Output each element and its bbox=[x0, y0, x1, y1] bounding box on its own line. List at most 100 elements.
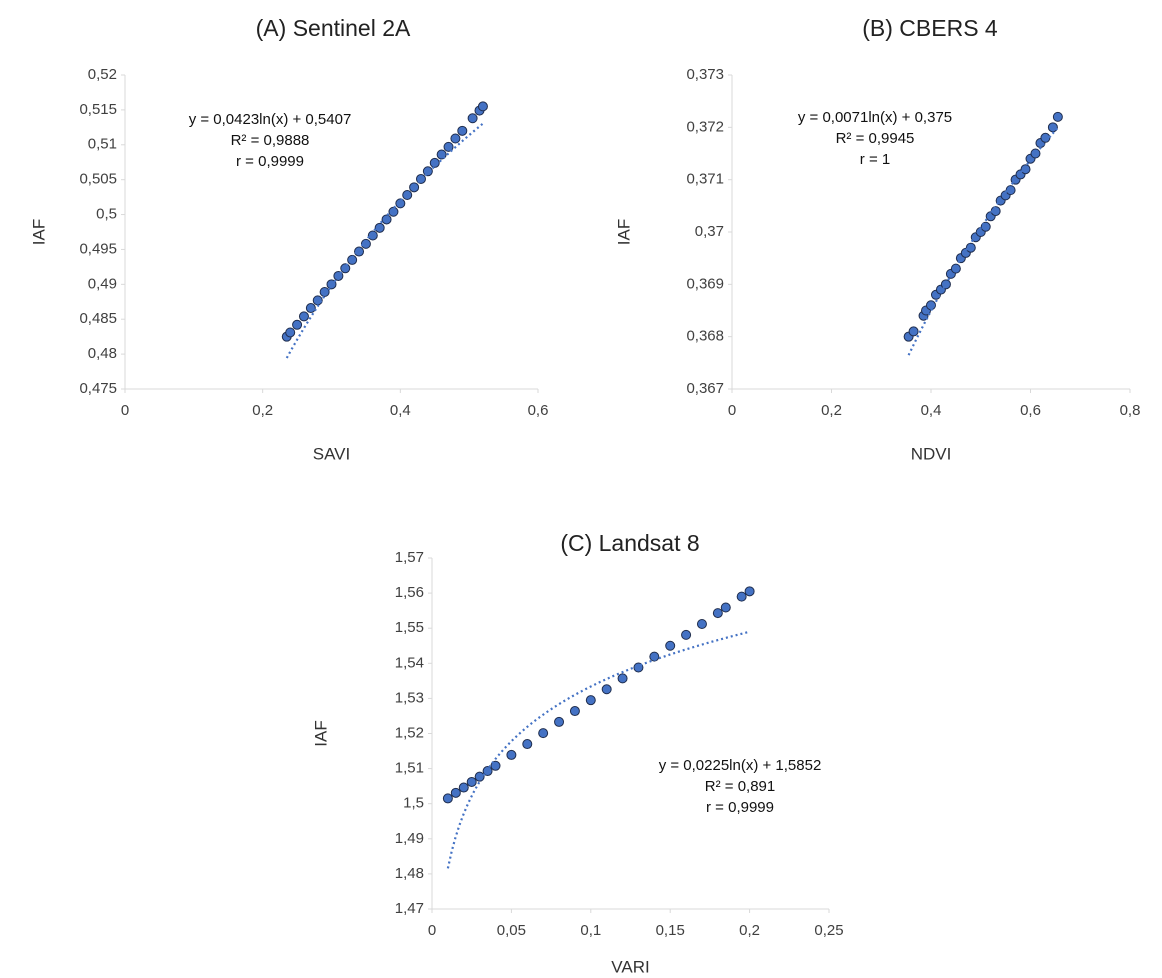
data-point bbox=[720, 602, 731, 613]
x-axis-label: NDVI bbox=[911, 444, 952, 463]
y-tick-label: 1,51 bbox=[395, 760, 424, 777]
x-tick-label: 0 bbox=[728, 402, 736, 419]
data-point bbox=[665, 640, 676, 651]
annotation: R² = 0,9888 bbox=[231, 132, 310, 149]
y-tick-label: 1,56 bbox=[395, 584, 424, 601]
x-tick-label: 0,05 bbox=[497, 922, 526, 939]
data-point bbox=[409, 182, 420, 193]
y-axis-label: IAF bbox=[29, 219, 48, 245]
x-tick-label: 0,6 bbox=[528, 402, 549, 419]
data-point bbox=[319, 287, 330, 298]
y-tick-label: 0,372 bbox=[686, 118, 724, 135]
annotation: r = 1 bbox=[860, 151, 890, 168]
x-axis-label: SAVI bbox=[313, 444, 350, 463]
chart-title: (C) Landsat 8 bbox=[560, 530, 699, 556]
data-point bbox=[908, 326, 919, 337]
x-tick-label: 0,2 bbox=[739, 922, 760, 939]
data-point bbox=[305, 303, 316, 314]
data-point bbox=[490, 760, 501, 771]
annotation: y = 0,0225ln(x) + 1,5852 bbox=[659, 757, 822, 774]
data-point bbox=[712, 608, 723, 619]
y-tick-label: 1,53 bbox=[395, 689, 424, 706]
data-point bbox=[617, 673, 628, 684]
data-point bbox=[457, 125, 468, 136]
data-point bbox=[681, 629, 692, 640]
trendline bbox=[285, 122, 484, 359]
y-tick-label: 0,37 bbox=[695, 223, 724, 240]
data-point bbox=[965, 242, 976, 253]
data-point bbox=[429, 157, 440, 168]
data-point bbox=[388, 206, 399, 217]
y-tick-label: 1,54 bbox=[395, 654, 424, 671]
data-point bbox=[1052, 111, 1063, 122]
data-point bbox=[347, 254, 358, 265]
y-tick-label: 0,495 bbox=[79, 240, 117, 257]
x-tick-label: 0,4 bbox=[390, 402, 411, 419]
y-tick-label: 1,5 bbox=[403, 795, 424, 812]
data-point bbox=[649, 651, 660, 662]
data-point bbox=[1040, 132, 1051, 143]
annotation: r = 0,9999 bbox=[706, 799, 774, 816]
data-point bbox=[450, 133, 461, 144]
annotation: r = 0,9999 bbox=[236, 153, 304, 170]
data-point bbox=[466, 776, 477, 787]
annotation: y = 0,0071ln(x) + 0,375 bbox=[798, 109, 952, 126]
y-tick-label: 1,49 bbox=[395, 830, 424, 847]
data-point bbox=[506, 749, 517, 760]
y-tick-label: 0,49 bbox=[88, 275, 117, 292]
data-point bbox=[538, 728, 549, 739]
data-point bbox=[696, 618, 707, 629]
y-tick-label: 0,485 bbox=[79, 310, 117, 327]
x-axis-label: VARI bbox=[611, 957, 649, 976]
data-point bbox=[458, 782, 469, 793]
y-tick-label: 0,368 bbox=[686, 328, 724, 345]
data-point bbox=[381, 214, 392, 225]
data-point bbox=[585, 695, 596, 706]
data-point bbox=[1047, 122, 1058, 133]
data-point bbox=[298, 311, 309, 322]
data-point bbox=[367, 230, 378, 241]
data-point bbox=[569, 706, 580, 717]
y-tick-label: 0,515 bbox=[79, 101, 117, 118]
y-axis-label: IAF bbox=[614, 219, 633, 245]
data-point bbox=[442, 793, 453, 804]
data-point bbox=[340, 263, 351, 274]
x-tick-label: 0,6 bbox=[1020, 402, 1041, 419]
annotation: R² = 0,891 bbox=[705, 778, 775, 795]
y-tick-label: 0,52 bbox=[88, 66, 117, 83]
chart-title: (A) Sentinel 2A bbox=[256, 15, 411, 41]
data-point bbox=[443, 141, 454, 152]
y-tick-label: 0,505 bbox=[79, 171, 117, 188]
data-point bbox=[395, 198, 406, 209]
x-tick-label: 0,2 bbox=[821, 402, 842, 419]
trendline bbox=[446, 630, 750, 869]
x-tick-label: 0 bbox=[428, 922, 436, 939]
x-tick-label: 0,8 bbox=[1120, 402, 1141, 419]
data-point bbox=[467, 113, 478, 124]
y-tick-label: 0,367 bbox=[686, 380, 724, 397]
data-point bbox=[354, 246, 365, 257]
data-point bbox=[554, 716, 565, 727]
y-tick-label: 0,475 bbox=[79, 380, 117, 397]
data-point bbox=[285, 327, 296, 338]
y-tick-label: 1,48 bbox=[395, 865, 424, 882]
data-point bbox=[360, 238, 371, 249]
chart-title: (B) CBERS 4 bbox=[862, 15, 998, 41]
y-tick-label: 1,55 bbox=[395, 619, 424, 636]
y-tick-label: 1,52 bbox=[395, 724, 424, 741]
x-tick-label: 0,4 bbox=[921, 402, 942, 419]
y-tick-label: 0,48 bbox=[88, 345, 117, 362]
data-point bbox=[1005, 185, 1016, 196]
data-point bbox=[474, 771, 485, 782]
x-tick-label: 0 bbox=[121, 402, 129, 419]
data-point bbox=[744, 586, 755, 597]
x-tick-label: 0,2 bbox=[252, 402, 273, 419]
x-tick-label: 0,1 bbox=[580, 922, 601, 939]
data-point bbox=[374, 222, 385, 233]
data-point bbox=[477, 101, 488, 112]
y-tick-label: 1,47 bbox=[395, 900, 424, 917]
data-point bbox=[522, 739, 533, 750]
y-tick-label: 0,51 bbox=[88, 136, 117, 153]
data-point bbox=[292, 319, 303, 330]
